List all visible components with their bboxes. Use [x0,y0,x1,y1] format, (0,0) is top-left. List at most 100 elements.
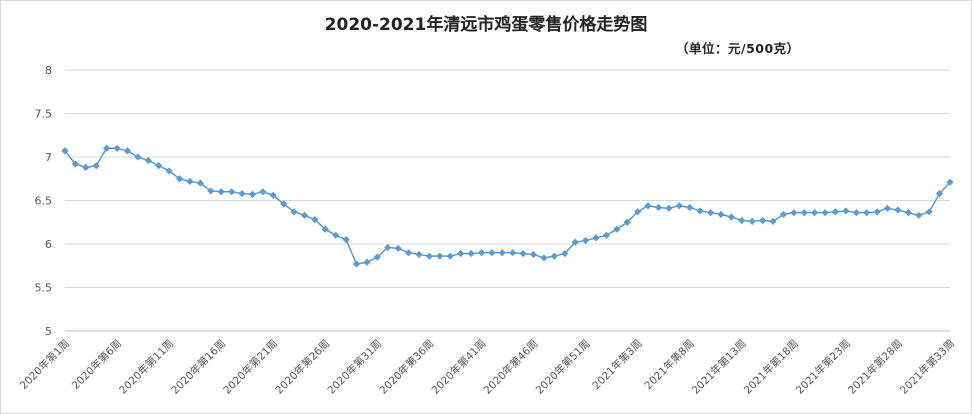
data-point [280,200,288,208]
data-point [290,208,298,216]
data-point [519,249,527,258]
data-point [196,179,204,187]
y-tick-label: 8 [45,64,52,77]
data-point [779,210,788,219]
chart-title: 2020-2021年清远市鸡蛋零售价格走势图 [324,15,648,35]
data-point [644,202,652,210]
data-point [144,156,152,165]
data-point [457,249,465,258]
data-point [686,203,694,212]
data-point [363,258,371,266]
x-tick-label: 2021年第8周 [642,337,697,392]
data-point [894,206,902,214]
data-point [425,252,434,260]
x-tick-label: 2020年第31周 [325,337,385,397]
data-point [540,254,548,262]
x-tick-label: 2020年第26周 [273,337,333,397]
data-point [581,236,590,245]
x-tick-label: 2020年第6周 [69,337,124,392]
data-point [394,244,402,252]
data-point [883,204,892,212]
data-point [311,216,319,224]
data-point [404,249,413,257]
data-point [696,207,704,215]
data-point [561,249,569,258]
y-axis-ticks: 5 5.5 6 6.5 7 7.5 8 [35,64,53,338]
data-point [935,189,944,198]
x-tick-label: 2021年第33周 [897,337,957,397]
data-point [300,211,309,219]
data-point [873,208,881,216]
data-point [373,253,381,261]
data-point [769,217,777,225]
data-point [748,217,756,225]
data-point [175,175,184,183]
x-tick-label: 2021年第18周 [741,337,801,397]
data-point [675,202,683,210]
data-point [727,213,735,221]
data-point [790,209,798,217]
data-point [134,153,142,161]
data-point [123,147,132,155]
data-point [477,249,486,257]
data-point [738,216,746,225]
x-axis-ticks: 2020年第1周2020年第6周2020年第11周2020年第16周2020年第… [17,337,957,397]
data-point [634,208,642,216]
data-point [415,250,423,259]
data-point [342,236,350,244]
data-point [332,231,340,239]
series-group [61,144,954,268]
y-tick-label: 6 [45,238,52,251]
data-point [842,207,850,215]
y-tick-label: 5 [45,325,52,338]
data-point [186,177,194,185]
data-point [259,188,267,196]
x-tick-label: 2020年第11周 [116,337,176,397]
data-point [103,144,111,152]
data-point [488,249,496,257]
series-line [64,147,951,265]
data-point [863,209,871,217]
data-point [321,225,329,233]
data-point [811,209,819,217]
data-point [623,218,631,226]
x-tick-label: 2021年第3周 [590,337,645,392]
x-tick-label: 2021年第28周 [845,337,905,397]
data-point [436,252,444,260]
data-point [269,191,277,199]
y-tick-label: 5.5 [35,282,53,295]
data-point [758,216,767,225]
data-point [92,162,100,170]
data-point [821,209,829,217]
data-point [509,249,517,257]
data-point [384,243,392,252]
data-point [207,187,215,195]
y-tick-label: 6.5 [35,195,53,208]
data-point [592,234,600,242]
data-point [925,208,933,216]
data-point [71,160,80,168]
x-tick-label: 2020年第16周 [168,337,228,397]
data-point [352,260,361,268]
data-point [904,209,912,217]
data-point [61,147,69,155]
data-point [665,204,673,212]
data-point [831,208,840,216]
x-tick-label: 2020年第21周 [221,337,281,397]
x-tick-label: 2020年第51周 [533,337,593,397]
data-point [113,144,121,152]
data-point [82,163,90,172]
data-point [550,252,558,260]
x-tick-label: 2020年第46周 [481,337,541,397]
y-tick-label: 7.5 [35,108,53,121]
data-point [155,162,163,170]
x-tick-label: 2021年第23周 [793,337,853,397]
x-tick-label: 2020年第1周 [17,337,72,392]
data-point [852,209,860,217]
data-point [613,225,621,233]
data-point [717,210,725,219]
data-point [800,209,808,217]
gridlines [65,69,950,332]
